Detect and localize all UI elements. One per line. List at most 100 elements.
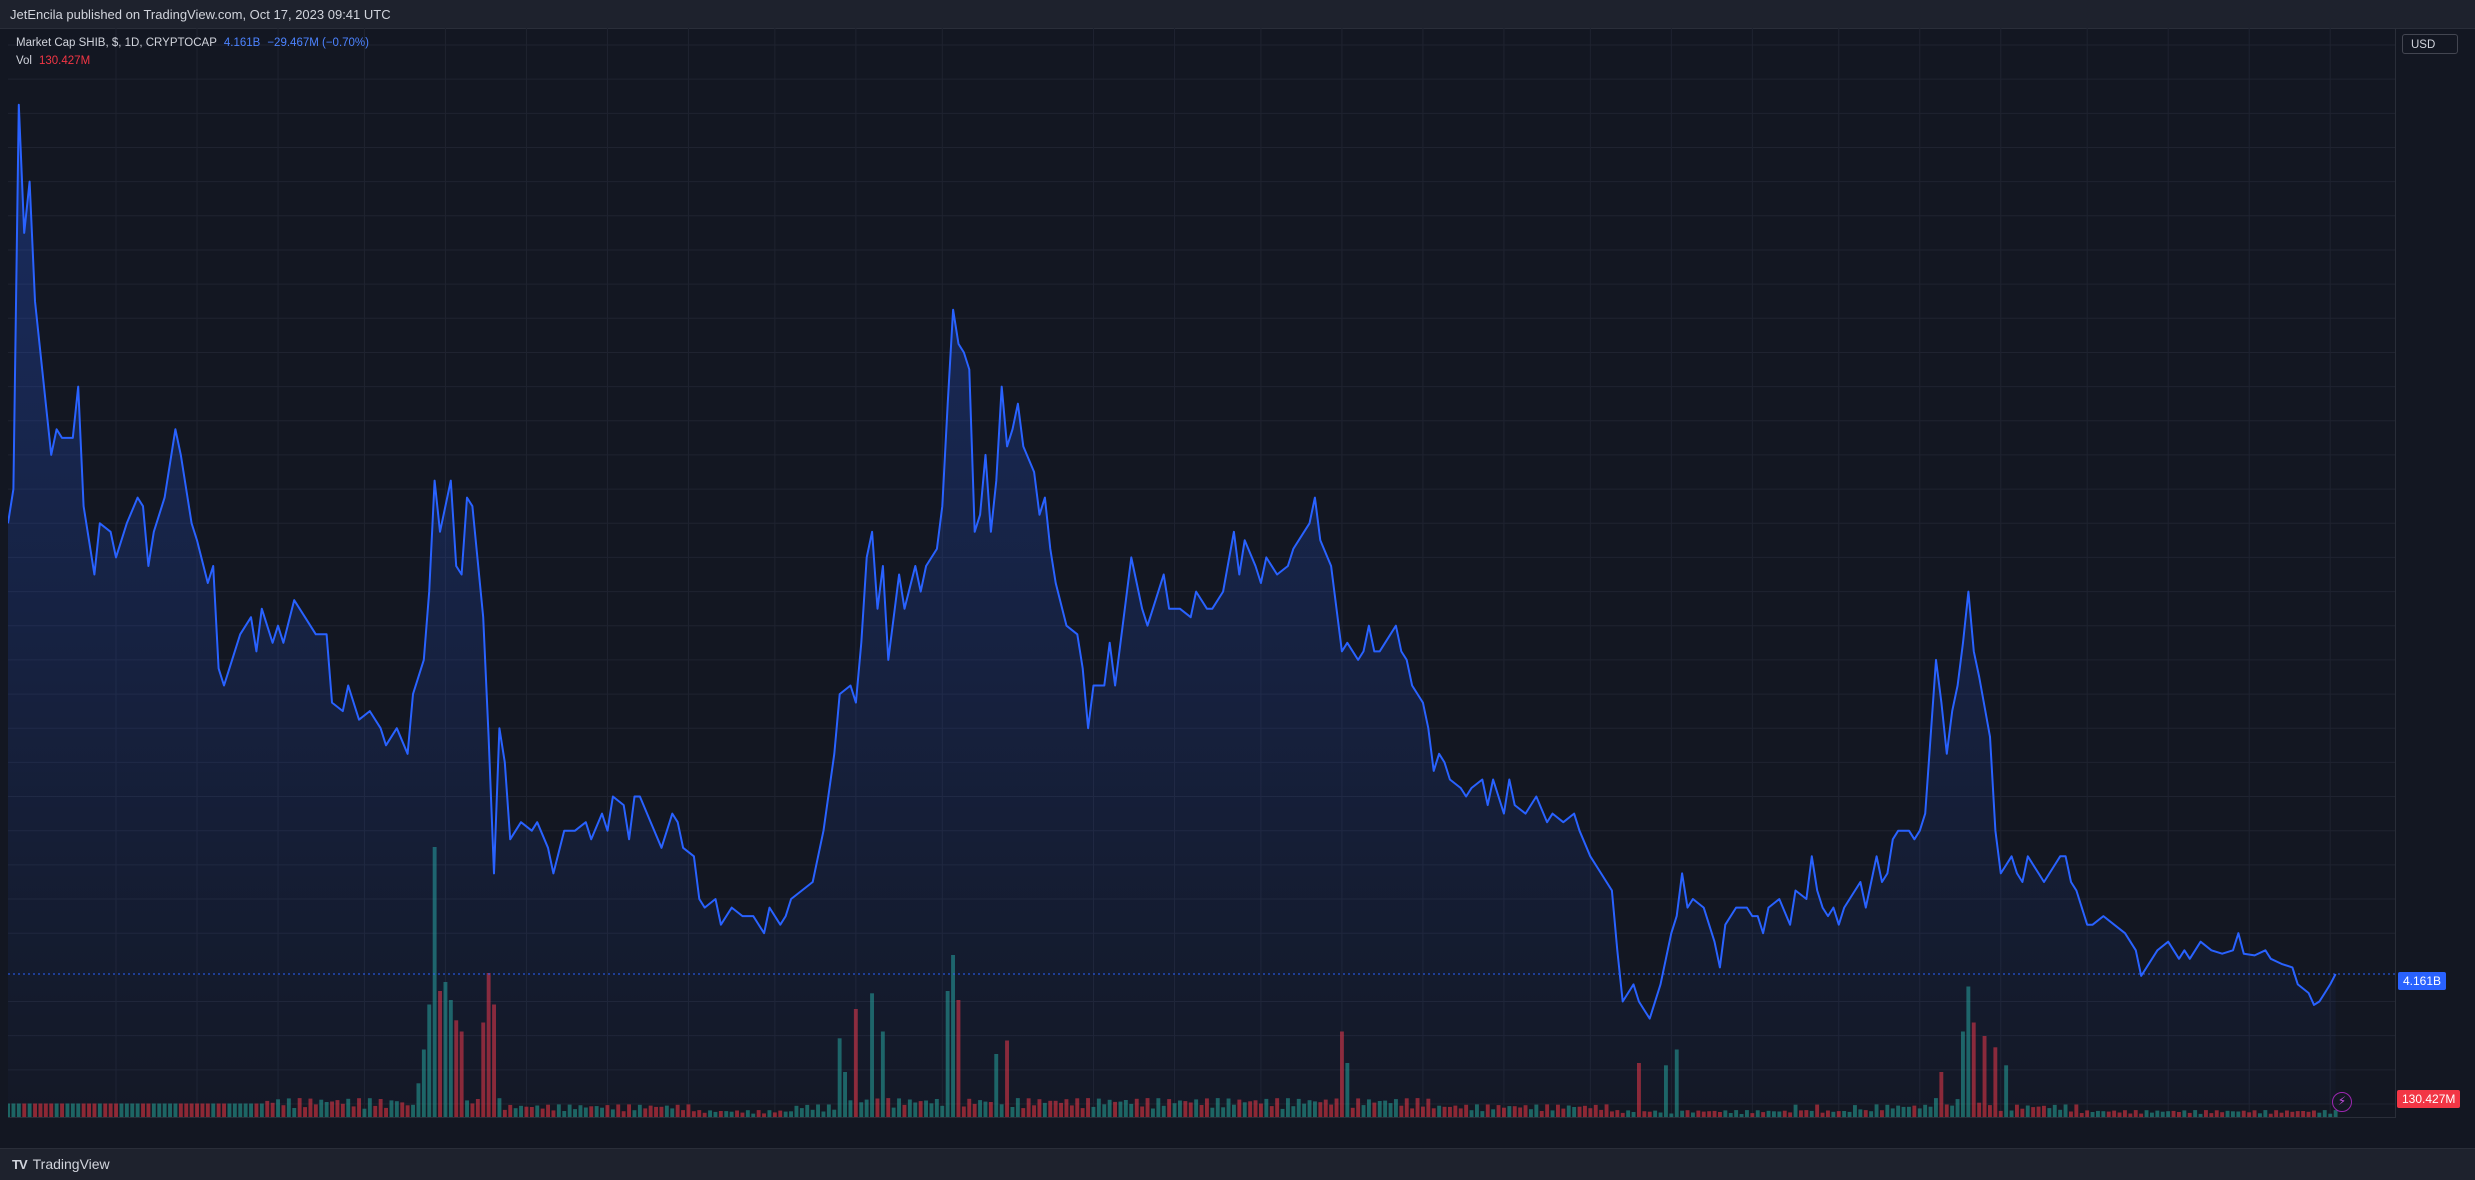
volume-bar	[1696, 1110, 1701, 1117]
volume-bar	[81, 1103, 86, 1117]
volume-bar	[346, 1098, 351, 1117]
volume-bar	[1410, 1108, 1415, 1117]
volume-bar	[1286, 1098, 1290, 1117]
chart-canvas[interactable]: 9.6B9.4B9.2B9B8.8B8.6B8.4B8.2B8B7.8B7.6B…	[8, 28, 2403, 1118]
volume-bar	[1372, 1102, 1377, 1117]
volume-bar	[745, 1110, 750, 1117]
volume-bar	[2317, 1112, 2322, 1117]
volume-bar	[594, 1106, 599, 1117]
volume-bar	[1923, 1104, 1928, 1117]
volume-bar	[2117, 1112, 2122, 1117]
volume-bar	[2258, 1113, 2262, 1117]
volume-bar	[1334, 1098, 1339, 1117]
volume-bar	[1134, 1098, 1139, 1117]
volume-bar	[1950, 1105, 1955, 1117]
volume-bar	[1318, 1102, 1323, 1117]
volume-bar	[1772, 1111, 1776, 1117]
volume-bar	[1512, 1106, 1517, 1117]
volume-bar	[254, 1103, 259, 1117]
market-cap-line[interactable]	[8, 103, 2337, 1020]
volume-bar	[1015, 1098, 1020, 1117]
volume-bar	[659, 1106, 664, 1117]
volume-bar	[8, 1103, 10, 1117]
volume-bar	[2252, 1110, 2257, 1117]
volume-bar	[1869, 1111, 1874, 1117]
legend-symbol[interactable]: Market Cap SHIB, $, 1D, CRYPTOCAP	[16, 37, 217, 49]
volume-bar	[1394, 1099, 1398, 1117]
legend-main-row[interactable]: Market Cap SHIB, $, 1D, CRYPTOCAP 4.161B…	[16, 34, 369, 52]
volume-bar	[2036, 1106, 2041, 1117]
volume-bar	[913, 1102, 918, 1117]
legend-change: −29.467M (−0.70%)	[267, 37, 369, 49]
volume-bar	[367, 1098, 372, 1117]
volume-bar	[351, 1106, 356, 1117]
volume-bar	[751, 1113, 756, 1117]
volume-bar	[1739, 1114, 1744, 1117]
lightning-icon[interactable]: ⚡	[2332, 1092, 2352, 1112]
volume-bar	[2096, 1110, 2100, 1117]
volume-bar	[816, 1104, 820, 1117]
volume-bar	[2052, 1104, 2057, 1117]
volume-bar	[2171, 1110, 2176, 1117]
volume-bar	[1610, 1111, 1614, 1117]
volume-bar	[1917, 1108, 1922, 1117]
volume-bar	[799, 1108, 804, 1117]
volume-bar	[681, 1110, 685, 1117]
currency-selector[interactable]: USD	[2402, 34, 2458, 54]
volume-bar	[864, 1099, 869, 1117]
volume-bar	[999, 1104, 1004, 1117]
volume-bar	[1653, 1110, 1658, 1117]
volume-bar	[54, 1103, 59, 1117]
volume-bar	[691, 1111, 696, 1117]
volume-bar	[1496, 1105, 1501, 1117]
volume-bar	[605, 1105, 610, 1117]
volume-bar	[1275, 1098, 1280, 1117]
volume-bar	[2139, 1113, 2144, 1117]
volume-bar	[205, 1103, 210, 1117]
volume-bar	[713, 1111, 718, 1117]
volume-bar	[983, 1101, 988, 1117]
volume-bar	[756, 1110, 761, 1117]
volume-bar	[2322, 1110, 2327, 1117]
volume-bar	[1199, 1105, 1204, 1117]
volume-bar	[1502, 1107, 1506, 1117]
volume-bar	[1194, 1099, 1199, 1117]
volume-bar	[2193, 1110, 2198, 1117]
volume-bar	[1475, 1104, 1479, 1117]
volume-bar	[2263, 1110, 2268, 1117]
volume-bar	[1356, 1098, 1361, 1117]
volume-bar	[929, 1103, 934, 1117]
legend-volume-row[interactable]: Vol 130.427M	[16, 52, 369, 70]
volume-bar	[1383, 1100, 1388, 1117]
volume-bar	[589, 1106, 594, 1117]
volume-bar	[2015, 1104, 2019, 1117]
volume-bar	[1934, 1098, 1938, 1117]
volume-bar	[1480, 1111, 1485, 1117]
volume-bar	[708, 1110, 712, 1117]
volume-bar	[330, 1101, 334, 1117]
volume-bar	[502, 1109, 507, 1117]
volume-bar	[762, 1113, 766, 1117]
volume-bar	[578, 1105, 583, 1117]
volume-bar	[529, 1107, 534, 1117]
volume-bar	[567, 1104, 572, 1117]
volume-bar	[886, 1098, 891, 1117]
volume-bar	[362, 1108, 367, 1117]
tradingview-brand[interactable]: TV TradingView	[12, 1156, 110, 1172]
legend-volume-label: Vol	[16, 55, 32, 67]
volume-bar	[373, 1105, 378, 1117]
volume-bar	[2150, 1112, 2154, 1117]
volume-bar	[1561, 1108, 1566, 1117]
volume-bar	[1642, 1111, 1647, 1117]
volume-bar	[1685, 1110, 1690, 1117]
volume-bar	[783, 1111, 788, 1117]
volume-bar	[1210, 1107, 1215, 1117]
volume-bar	[178, 1103, 183, 1117]
volume-bar	[297, 1098, 302, 1117]
volume-bar	[1804, 1110, 1809, 1117]
volume-bar	[1534, 1104, 1539, 1117]
volume-bar	[556, 1104, 561, 1117]
volume-bar	[1323, 1099, 1328, 1117]
volume-bar	[1102, 1104, 1107, 1117]
volume-bar	[1907, 1106, 1911, 1117]
